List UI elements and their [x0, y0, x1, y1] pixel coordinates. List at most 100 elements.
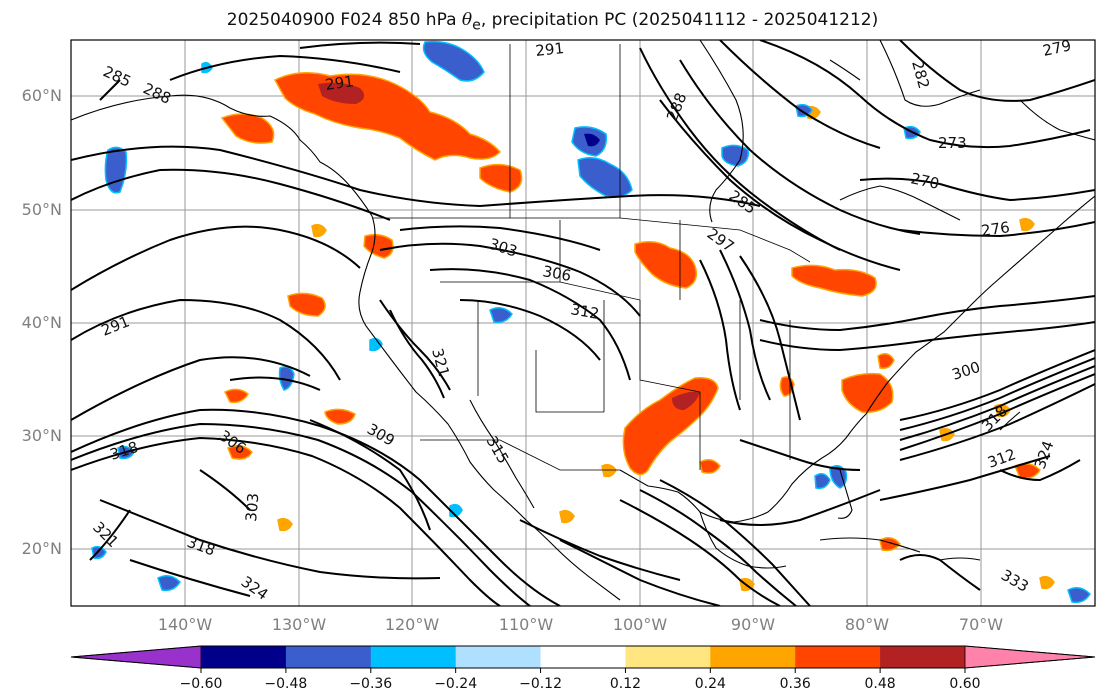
graticule	[71, 40, 1095, 606]
neg-east	[1067, 587, 1091, 604]
precip-pac-2	[223, 388, 249, 404]
colorbar-tick-label: −0.12	[519, 676, 562, 692]
colorbar-tick-label: 0.48	[865, 676, 896, 692]
precip-bc	[363, 233, 394, 259]
colorbar-segment	[625, 646, 711, 668]
contour-label: 333	[998, 566, 1032, 596]
precip-sm-4	[311, 223, 327, 238]
contour-label: 276	[980, 218, 1011, 240]
neg-idaho	[489, 307, 513, 324]
colorbar-tick-label: −0.36	[349, 676, 392, 692]
lon-label: 120°W	[385, 615, 440, 634]
contour-label: 303	[242, 492, 262, 522]
colorbar-extend-low	[70, 645, 202, 669]
neg-quebec	[795, 103, 813, 118]
colorbar-tick-label: −0.24	[434, 676, 477, 692]
title-suffix: , precipitation PC (2025041112 - 2025041…	[480, 10, 879, 30]
contour-label: 321	[89, 518, 122, 551]
lat-label: 60°N	[22, 86, 62, 105]
precip-mid-atl	[877, 353, 895, 370]
lon-label: 80°W	[845, 615, 889, 634]
map-frame	[70, 39, 1096, 607]
theta-e-contours	[71, 40, 1095, 606]
precip-gulf-mex	[699, 459, 721, 474]
precip-sm-1	[277, 517, 293, 532]
colorbar-segment	[540, 646, 626, 668]
contour-label: 291	[99, 312, 132, 339]
precip-sm-7	[1039, 575, 1055, 590]
colorbar-segment	[880, 646, 966, 668]
precip-dakotas	[634, 241, 698, 289]
contour-label: 291	[324, 72, 355, 94]
lon-label: 90°W	[731, 615, 775, 634]
colorbar-tick-label: 0.36	[780, 676, 811, 692]
neg-arctic	[422, 40, 485, 82]
colorbar-tick-label: −0.48	[264, 676, 307, 692]
precip-southeast	[841, 372, 894, 414]
colorbar-segment	[455, 646, 542, 668]
lat-label: 20°N	[22, 539, 62, 558]
neg-canada-2	[577, 157, 633, 198]
colorbar-segment	[795, 646, 881, 668]
neg-sm-3	[369, 337, 383, 352]
contour-label: 288	[140, 79, 174, 107]
contour-label: 318	[108, 438, 141, 464]
lon-label: 110°W	[499, 615, 554, 634]
map-title: 2025040900 F024 850 hPa θe, precipitatio…	[0, 10, 1105, 33]
title-prefix: 2025040900 F024 850 hPa	[226, 10, 462, 30]
precip-pac-3	[227, 445, 253, 460]
precip-pac-1	[324, 408, 356, 425]
lat-label: 30°N	[22, 426, 62, 445]
contour-label: 279	[1041, 36, 1073, 60]
contour-label: 285	[100, 62, 134, 90]
colorbar-tick-label: 0.24	[695, 676, 726, 692]
contour-label: 273	[938, 134, 967, 152]
map-content: 285 288 291 291 288 282 279 273 270 276 …	[71, 36, 1095, 606]
precip-alaska	[273, 72, 502, 161]
colorbar-segment	[370, 646, 457, 668]
contour-label: 312	[569, 300, 600, 323]
contour-label: 318	[185, 533, 218, 560]
lat-label: 50°N	[22, 200, 62, 219]
colorbar-segment	[285, 646, 372, 668]
colorbar-tick-label: 0.12	[610, 676, 641, 692]
lon-label: 70°W	[959, 615, 1003, 634]
neg-canada-1b	[584, 133, 600, 147]
neg-bering	[104, 146, 128, 194]
colorbar-extend-high	[964, 645, 1096, 669]
precip-gulf-ak	[220, 113, 275, 144]
colorbar-tick-label: −0.60	[180, 676, 223, 692]
contour-label: 324	[1031, 438, 1058, 471]
contour-label: 270	[909, 169, 941, 193]
lat-label: 40°N	[22, 313, 62, 332]
contour-label: 303	[487, 235, 520, 261]
title-subscript: e	[472, 17, 481, 34]
colorbar-tick-label: 0.60	[949, 676, 980, 692]
contour-label: 324	[238, 573, 272, 604]
contour-label: 315	[483, 433, 513, 467]
colorbar-segment	[201, 646, 287, 668]
colorbar: −0.60 −0.48 −0.36 −0.24 −0.12 0.12 0.24 0.36 0.4…	[70, 645, 1096, 692]
neg-florida	[829, 465, 848, 489]
precip-positive-areas	[220, 72, 1055, 592]
contour-label: 300	[950, 358, 983, 384]
precip-yukon	[479, 163, 523, 193]
title-theta: θ	[461, 10, 473, 30]
colorbar-segment	[710, 646, 796, 668]
neg-pac-2	[157, 575, 181, 592]
precip-alaska-core	[318, 82, 365, 104]
longitude-labels: 140°W 130°W 120°W 110°W 100°W 90°W 80°W …	[158, 615, 1003, 634]
lon-label: 130°W	[272, 615, 327, 634]
lon-label: 100°W	[613, 615, 668, 634]
contour-label: 291	[535, 39, 565, 60]
neg-gulf	[814, 473, 831, 490]
precip-pac-nw	[287, 292, 326, 317]
precip-texas-core	[672, 391, 700, 410]
precip-negative-areas	[91, 40, 1091, 604]
contour-label: 282	[908, 58, 933, 90]
precip-sm-9	[559, 509, 575, 524]
latitude-labels: 60°N 50°N 40°N 30°N 20°N	[22, 86, 62, 558]
neg-hudson	[721, 144, 750, 167]
political-borders	[372, 44, 811, 471]
